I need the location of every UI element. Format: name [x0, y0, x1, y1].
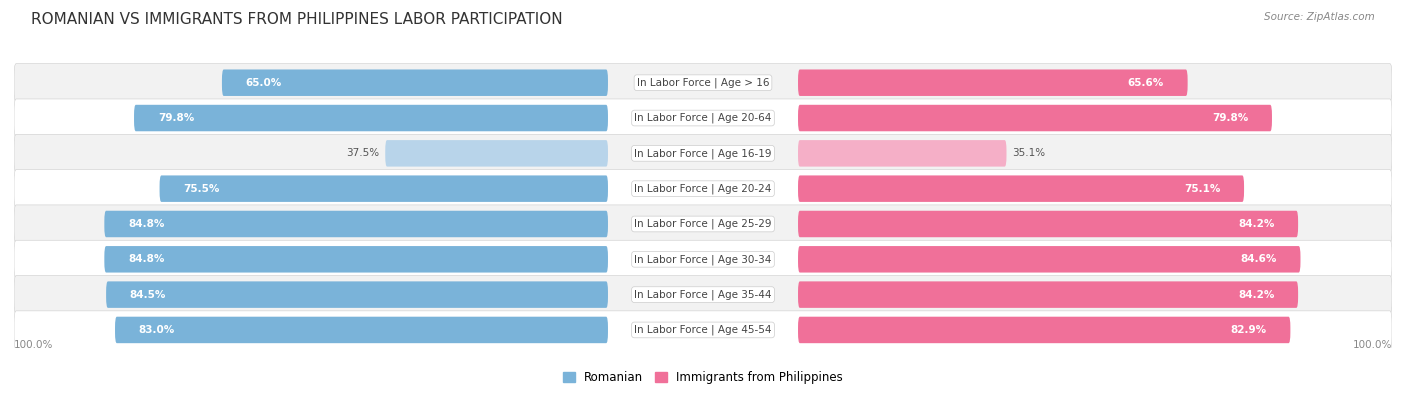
FancyBboxPatch shape: [799, 175, 1244, 202]
Text: In Labor Force | Age 16-19: In Labor Force | Age 16-19: [634, 148, 772, 159]
FancyBboxPatch shape: [14, 205, 1392, 243]
FancyBboxPatch shape: [134, 105, 607, 131]
FancyBboxPatch shape: [104, 211, 607, 237]
FancyBboxPatch shape: [222, 70, 607, 96]
Text: 75.5%: 75.5%: [183, 184, 219, 194]
FancyBboxPatch shape: [14, 64, 1392, 102]
Text: 84.2%: 84.2%: [1237, 219, 1274, 229]
Text: In Labor Force | Age 25-29: In Labor Force | Age 25-29: [634, 219, 772, 229]
Text: Source: ZipAtlas.com: Source: ZipAtlas.com: [1264, 12, 1375, 22]
FancyBboxPatch shape: [799, 246, 1301, 273]
FancyBboxPatch shape: [14, 240, 1392, 278]
Text: In Labor Force | Age 20-24: In Labor Force | Age 20-24: [634, 183, 772, 194]
Text: ROMANIAN VS IMMIGRANTS FROM PHILIPPINES LABOR PARTICIPATION: ROMANIAN VS IMMIGRANTS FROM PHILIPPINES …: [31, 12, 562, 27]
FancyBboxPatch shape: [159, 175, 607, 202]
FancyBboxPatch shape: [799, 140, 1007, 167]
FancyBboxPatch shape: [14, 169, 1392, 208]
FancyBboxPatch shape: [799, 211, 1298, 237]
Text: 100.0%: 100.0%: [1353, 340, 1392, 350]
Text: 82.9%: 82.9%: [1230, 325, 1267, 335]
Text: 35.1%: 35.1%: [1012, 149, 1046, 158]
FancyBboxPatch shape: [105, 281, 607, 308]
Text: In Labor Force | Age 35-44: In Labor Force | Age 35-44: [634, 290, 772, 300]
Text: In Labor Force | Age > 16: In Labor Force | Age > 16: [637, 77, 769, 88]
FancyBboxPatch shape: [115, 317, 607, 343]
FancyBboxPatch shape: [385, 140, 607, 167]
Text: In Labor Force | Age 20-64: In Labor Force | Age 20-64: [634, 113, 772, 123]
Legend: Romanian, Immigrants from Philippines: Romanian, Immigrants from Philippines: [562, 371, 844, 384]
FancyBboxPatch shape: [799, 281, 1298, 308]
Text: 84.6%: 84.6%: [1240, 254, 1277, 264]
Text: 37.5%: 37.5%: [346, 149, 380, 158]
FancyBboxPatch shape: [799, 70, 1188, 96]
FancyBboxPatch shape: [799, 105, 1272, 131]
Text: 84.2%: 84.2%: [1237, 290, 1274, 300]
Text: 79.8%: 79.8%: [157, 113, 194, 123]
FancyBboxPatch shape: [14, 99, 1392, 137]
Text: 83.0%: 83.0%: [139, 325, 174, 335]
Text: 65.6%: 65.6%: [1128, 78, 1164, 88]
Text: 100.0%: 100.0%: [14, 340, 53, 350]
FancyBboxPatch shape: [14, 311, 1392, 349]
Text: 84.5%: 84.5%: [129, 290, 166, 300]
Text: 84.8%: 84.8%: [128, 219, 165, 229]
FancyBboxPatch shape: [104, 246, 607, 273]
Text: 65.0%: 65.0%: [246, 78, 283, 88]
FancyBboxPatch shape: [799, 317, 1291, 343]
FancyBboxPatch shape: [14, 134, 1392, 173]
FancyBboxPatch shape: [14, 276, 1392, 314]
Text: In Labor Force | Age 45-54: In Labor Force | Age 45-54: [634, 325, 772, 335]
Text: 84.8%: 84.8%: [128, 254, 165, 264]
Text: 75.1%: 75.1%: [1184, 184, 1220, 194]
Text: 79.8%: 79.8%: [1212, 113, 1249, 123]
Text: In Labor Force | Age 30-34: In Labor Force | Age 30-34: [634, 254, 772, 265]
